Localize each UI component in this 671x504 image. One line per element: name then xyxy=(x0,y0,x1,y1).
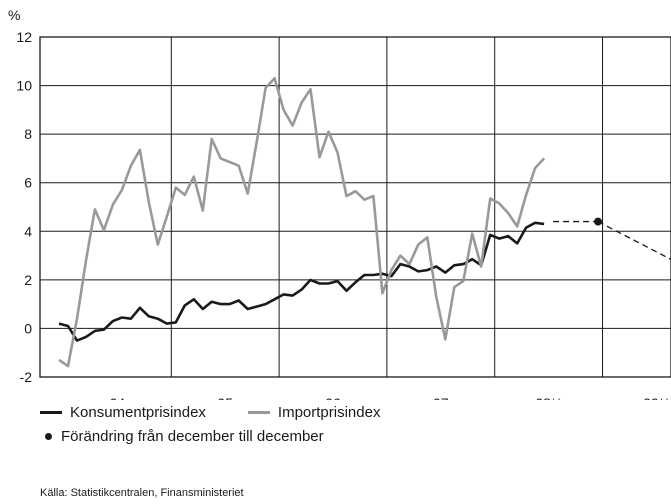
x-tick-label: 05 xyxy=(217,395,233,400)
dec-change-marker xyxy=(594,217,603,226)
y-tick-label: 4 xyxy=(24,223,32,239)
x-axis-ticks: 04 05 06 07 08** 09** xyxy=(110,395,671,400)
x-tick-label: 04 xyxy=(110,395,126,400)
source-note: Källa: Statistikcentralen, Finansministe… xyxy=(40,487,244,499)
series-lines xyxy=(58,77,671,368)
legend-row-series: Konsumentprisindex Importprisindex xyxy=(40,400,380,424)
gridlines xyxy=(40,36,671,378)
y-tick-label: 0 xyxy=(24,320,32,336)
series-line-importprisindex xyxy=(58,77,546,368)
y-tick-label: 6 xyxy=(24,175,32,191)
x-tick-label: 09** xyxy=(643,395,670,400)
legend-import-swatch xyxy=(247,410,270,414)
y-tick-label: 2 xyxy=(24,272,32,288)
series-line-konsumentprisindex xyxy=(58,221,545,342)
legend-kpi-label: Konsumentprisindex xyxy=(70,403,206,421)
legend-marker-label: Förändring från december till december xyxy=(61,427,324,445)
legend: Konsumentprisindex Importprisindex Förän… xyxy=(40,400,380,448)
projection-arrow xyxy=(597,220,671,261)
x-tick-label: 08** xyxy=(535,395,562,400)
y-tick-label: -2 xyxy=(20,369,33,385)
y-unit-label: % xyxy=(8,7,20,23)
y-tick-label: 8 xyxy=(24,126,32,142)
x-tick-label: 06 xyxy=(325,395,341,400)
legend-kpi-swatch xyxy=(40,410,62,414)
x-tick-label: 07 xyxy=(433,395,449,400)
y-axis-ticks: -2 0 2 4 6 8 10 12 xyxy=(16,29,32,385)
legend-import-label: Importprisindex xyxy=(277,403,381,421)
y-tick-label: 12 xyxy=(16,29,32,45)
legend-row-marker: Förändring från december till december xyxy=(40,424,380,448)
y-tick-label: 10 xyxy=(16,78,32,94)
chart: % -2 0 2 4 6 8 10 12 04 05 06 07 08** 09** xyxy=(8,7,671,400)
legend-marker-dot xyxy=(45,432,52,440)
plot-frame xyxy=(39,36,671,378)
